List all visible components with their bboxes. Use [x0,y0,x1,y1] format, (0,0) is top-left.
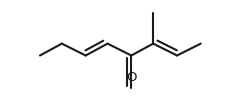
Text: O: O [126,71,137,84]
